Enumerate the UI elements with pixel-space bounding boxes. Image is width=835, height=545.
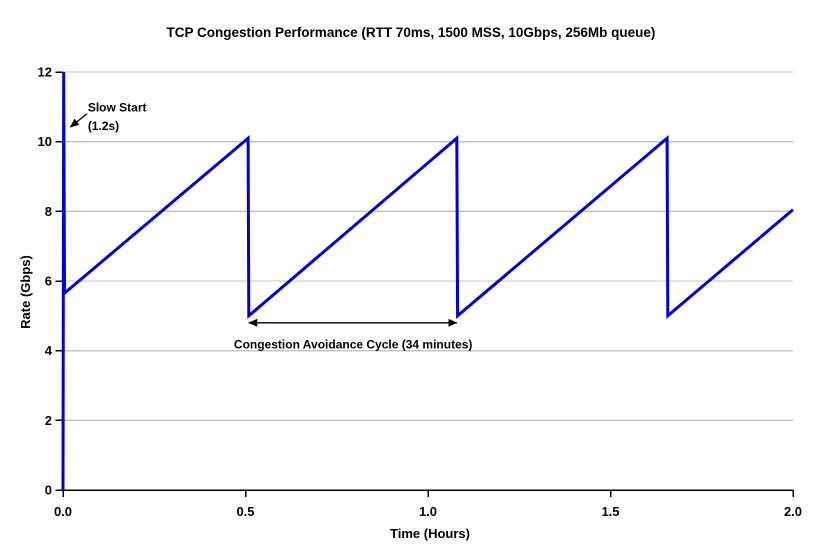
y-tick-label-2: 2 — [45, 413, 52, 428]
x-tick-label-1.0: 1.0 — [419, 504, 437, 519]
y-tick-label-10: 10 — [38, 134, 52, 149]
slow-start-arrow — [69, 113, 88, 128]
y-axis-title: Rate (Gbps) — [18, 255, 33, 329]
data-series — [61, 71, 794, 491]
y-tick-label-12: 12 — [38, 65, 52, 80]
x-tick-label-1.5: 1.5 — [601, 504, 619, 519]
annotations: Slow Start (1.2s) Congestion Avoidance C… — [69, 101, 473, 352]
y-tick-label-4: 4 — [45, 343, 53, 358]
y-tick-label-6: 6 — [45, 274, 52, 289]
axis-ticks — [55, 71, 794, 497]
slow-start-annotation-line1: Slow Start — [88, 101, 147, 115]
series-line-0 — [61, 71, 794, 491]
x-axis-title: Time (Hours) — [390, 526, 470, 541]
tick-labels: 0 2 4 6 8 10 12 0.0 0.5 1.0 1.5 2.0 — [38, 65, 803, 520]
gridlines — [63, 71, 793, 421]
y-tick-label-0: 0 — [45, 483, 52, 498]
x-tick-label-0.5: 0.5 — [236, 504, 254, 519]
cycle-annotation-label: Congestion Avoidance Cycle (34 minutes) — [234, 338, 473, 352]
y-tick-label-8: 8 — [45, 204, 52, 219]
x-tick-label-0.0: 0.0 — [54, 504, 72, 519]
chart-title: TCP Congestion Performance (RTT 70ms, 15… — [167, 25, 656, 40]
x-tick-label-2.0: 2.0 — [784, 504, 802, 519]
slow-start-annotation-line2: (1.2s) — [88, 119, 119, 133]
